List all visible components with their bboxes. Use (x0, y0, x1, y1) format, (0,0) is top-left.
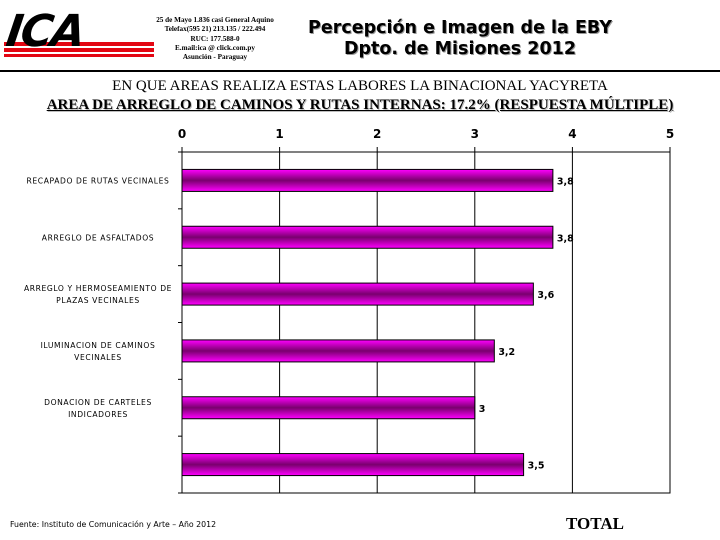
bar (181, 168, 554, 192)
category-label: ILUMINACION DE CAMINOS (41, 341, 156, 350)
category-label: VECINALES (74, 353, 122, 362)
bar-value-label: 3,6 (537, 290, 554, 301)
bar (181, 396, 476, 420)
x-tick-label: 4 (568, 127, 576, 141)
bar (181, 453, 525, 477)
category-label: PLAZAS VECINALES (56, 296, 140, 305)
category-label: ARREGLO Y HERMOSEAMIENTO DE (24, 284, 172, 293)
x-tick-label: 2 (373, 127, 381, 141)
chart-subtitle: AREA DE ARREGLO DE CAMINOS Y RUTAS INTER… (46, 97, 674, 113)
x-tick-label: 0 (178, 127, 186, 141)
header-divider (0, 70, 720, 72)
source-note: Fuente: Instituto de Comunicación y Arte… (10, 520, 217, 529)
contact-address: 25 de Mayo 1.836 casi General Aquino (156, 16, 274, 24)
bar (181, 282, 534, 306)
contact-city: Asunción - Paraguay (182, 53, 248, 62)
header-title-line2: Dpto. de Misiones 2012 (343, 39, 577, 59)
total-label: TOTAL (566, 514, 624, 533)
bar (181, 339, 495, 363)
logo-text: ICA (4, 8, 87, 57)
bar-chart: 0 1 2 3 4 5 3,8 RECAPADO DE RUTAS VECINALES 3,8 A… (24, 127, 674, 494)
contact-email: E.mail:ica @ click.com.py (175, 43, 255, 52)
category-label: RECAPADO DE RUTAS VECINALES (27, 176, 170, 185)
header-title-line1: Percepción e Imagen de la EBY (308, 18, 612, 38)
plot-frame (181, 151, 671, 494)
question-text: EN QUE AREAS REALIZA ESTAS LABORES LA BI… (112, 78, 608, 94)
bar-value-label: 3,2 (498, 347, 515, 358)
bar-value-label: 3,8 (557, 233, 574, 244)
logo-stripes (4, 42, 154, 57)
header-title: Percepción e Imagen de la EBY Dpto. de M… (300, 18, 620, 60)
bar-value-label: 3 (479, 404, 486, 415)
contact-ruc: RUC: 177.588-0 (190, 34, 240, 43)
bar (181, 225, 554, 249)
ica-logo: ICA (4, 8, 154, 57)
contact-info: 25 de Mayo 1.836 casi General Aquino Tel… (145, 16, 285, 62)
contact-phone: Telefax(595 21) 213.135 / 222.494 (164, 25, 266, 34)
category-label: INDICADORES (68, 410, 128, 419)
category-label: ARREGLO DE ASFALTADOS (42, 233, 154, 242)
x-tick-label: 5 (666, 127, 674, 141)
bar-value-label: 3,5 (528, 461, 545, 472)
x-tick-label: 1 (275, 127, 283, 141)
x-tick-label: 3 (471, 127, 479, 141)
bar-value-label: 3,8 (557, 176, 574, 187)
category-label: DONACION DE CARTELES (44, 398, 152, 407)
